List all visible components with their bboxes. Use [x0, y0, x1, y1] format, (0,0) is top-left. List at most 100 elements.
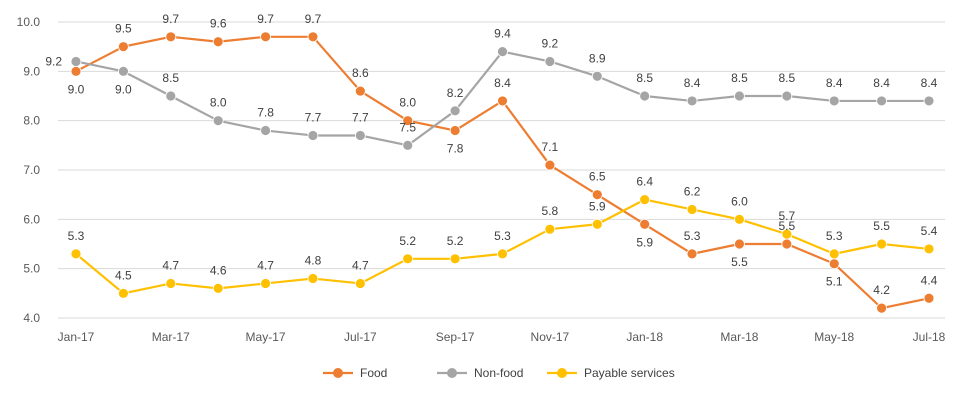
legend-marker: [557, 368, 567, 378]
data-label: 7.7: [305, 110, 322, 124]
series-point: [307, 130, 319, 141]
series-point: [212, 36, 224, 48]
data-label: 8.4: [921, 76, 938, 90]
series-point: [686, 95, 698, 107]
data-label: 7.5: [399, 120, 416, 134]
series-point: [497, 248, 508, 260]
data-label: 8.4: [826, 76, 843, 90]
data-label: 7.1: [542, 140, 559, 154]
data-label: 5.3: [494, 229, 511, 243]
data-label: 9.4: [494, 27, 511, 41]
series-point: [876, 302, 888, 314]
x-tick-label: Sep-17: [436, 330, 475, 344]
series-point: [260, 125, 271, 136]
data-label: 5.5: [873, 219, 890, 233]
series-point: [497, 46, 508, 57]
series-point: [544, 223, 556, 235]
series-point: [828, 248, 840, 260]
x-tick-label: Jan-17: [58, 330, 95, 344]
data-label: 4.7: [162, 258, 179, 272]
data-label: 8.0: [399, 96, 416, 110]
x-tick-label: Mar-17: [152, 330, 190, 344]
data-label: 8.5: [162, 71, 179, 85]
series-point: [734, 238, 745, 250]
data-label: 5.3: [68, 229, 85, 243]
gridlines: [58, 21, 945, 319]
series-point: [781, 228, 793, 240]
data-label: 5.5: [731, 255, 748, 269]
y-tick-label: 5.0: [23, 262, 40, 276]
series-point: [117, 287, 129, 299]
series-point: [449, 105, 461, 117]
legend: Food Non-food Payable services: [323, 366, 675, 380]
series-point: [686, 204, 698, 215]
x-tick-label: Jan-18: [626, 330, 663, 344]
series-point: [639, 90, 651, 102]
series-point: [70, 56, 82, 67]
data-label: 6.0: [731, 194, 748, 208]
data-label: 4.6: [210, 263, 227, 277]
series-point: [260, 278, 271, 289]
data-label: 5.4: [921, 224, 938, 238]
data-label: 8.4: [873, 76, 890, 90]
series-point: [70, 65, 82, 77]
x-tick-label: Jul-17: [344, 330, 377, 344]
data-label: 4.7: [352, 258, 369, 272]
data-label: 9.2: [542, 36, 559, 50]
series-point: [639, 194, 651, 206]
series-point: [70, 248, 82, 260]
data-label: 4.2: [873, 283, 890, 297]
series-point: [923, 292, 935, 304]
series-line-2: [75, 198, 930, 295]
data-label: 8.4: [494, 76, 511, 90]
y-tick-label: 9.0: [23, 64, 40, 78]
y-tick-label: 6.0: [23, 212, 40, 226]
data-label: 5.7: [778, 209, 795, 223]
data-label: 5.2: [447, 234, 464, 248]
series-point: [354, 85, 366, 97]
data-label: 5.1: [826, 275, 843, 289]
series-point: [402, 139, 414, 151]
series-point: [260, 31, 271, 43]
series-point: [165, 278, 177, 289]
y-tick-label: 8.0: [23, 114, 40, 128]
x-axis: Jan-17 Mar-17 May-17 Jul-17 Sep-17 Nov-17 Jan-…: [58, 330, 946, 344]
data-label: 9.0: [115, 82, 132, 96]
series-point: [449, 253, 461, 265]
x-tick-label: Nov-17: [531, 330, 570, 344]
series-point: [828, 95, 840, 107]
legend-marker: [333, 368, 343, 378]
y-tick-label: 10.0: [17, 15, 41, 29]
series-point: [307, 31, 319, 43]
series-point: [402, 253, 414, 265]
series-point: [591, 70, 603, 82]
series-point: [402, 115, 414, 127]
x-tick-label: Mar-18: [720, 330, 758, 344]
data-label: 5.9: [589, 199, 606, 213]
data-label: 7.7: [352, 110, 369, 124]
data-label: 4.7: [257, 258, 274, 272]
data-label: 9.2: [45, 54, 62, 68]
x-tick-label: Jul-18: [913, 330, 946, 344]
series-point: [828, 258, 840, 270]
data-label: 5.3: [684, 229, 701, 243]
series-point: [544, 56, 556, 67]
legend-label: Non-food: [474, 366, 523, 380]
data-label: 6.2: [684, 184, 701, 198]
series-point: [686, 248, 698, 260]
data-label: 5.9: [636, 235, 653, 249]
series-point: [876, 95, 888, 107]
data-label: 8.5: [731, 71, 748, 85]
data-label: 9.7: [257, 12, 274, 26]
data-label: 5.2: [399, 234, 416, 248]
series-point: [639, 218, 651, 230]
series-point: [354, 278, 366, 289]
data-label: 8.9: [589, 51, 606, 65]
data-label: 8.5: [778, 71, 795, 85]
data-label: 9.7: [305, 12, 322, 26]
series-point: [212, 282, 224, 294]
series-point: [591, 189, 603, 201]
data-label: 4.5: [115, 268, 132, 282]
series-point: [165, 90, 177, 102]
